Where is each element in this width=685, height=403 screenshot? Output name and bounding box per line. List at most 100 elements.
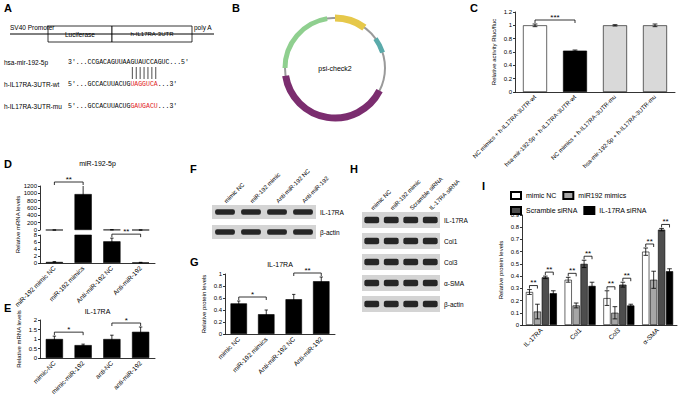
svg-text:miR-192-5p: miR-192-5p <box>79 160 116 168</box>
svg-text:Anti-miR-192: Anti-miR-192 <box>111 264 143 296</box>
svg-text:**: ** <box>123 227 129 236</box>
svg-text:mimic-miR-192: mimic-miR-192 <box>50 359 86 395</box>
svg-text:**: ** <box>608 279 614 288</box>
svg-text:***: *** <box>550 13 559 22</box>
svg-text:Anti-miR-192 NC: Anti-miR-192 NC <box>75 264 115 304</box>
svg-text:...3': ...3' <box>158 103 178 110</box>
svg-text:anti-miR-192: anti-miR-192 <box>112 359 143 390</box>
svg-text:0: 0 <box>34 260 38 266</box>
svg-text:hsa-mir-192-5p: hsa-mir-192-5p <box>4 59 48 67</box>
svg-text:IL-17RA siRNA: IL-17RA siRNA <box>599 207 646 214</box>
svg-text:h-IL17RA-3UTR-mu: h-IL17RA-3UTR-mu <box>4 103 62 110</box>
svg-text:UAGGUCA: UAGGUCA <box>130 81 157 88</box>
svg-text:mimic NC: mimic NC <box>216 335 241 360</box>
svg-text:0: 0 <box>509 89 513 95</box>
svg-text:Anti-miR-192: Anti-miR-192 <box>292 335 324 367</box>
svg-text:1200: 1200 <box>24 183 38 189</box>
svg-text:IL-17RA: IL-17RA <box>267 261 293 268</box>
svg-text:Luciferase: Luciferase <box>65 31 95 38</box>
svg-text:0.3: 0.3 <box>511 285 520 291</box>
svg-text:SV40 Promoter: SV40 Promoter <box>10 24 55 31</box>
svg-text:3'...CCGACAGUUAAGUAUCCAGUC...5: 3'...CCGACAGUUAAGUAUCCAGUC...5' <box>68 59 189 66</box>
svg-text:200: 200 <box>27 220 38 226</box>
svg-text:*: * <box>67 325 70 334</box>
svg-text:F: F <box>190 163 197 175</box>
svg-text:H: H <box>350 163 358 175</box>
svg-text:hsa-mir-192-5p + h-IL17RA-3UTR: hsa-mir-192-5p + h-IL17RA-3UTR-mu <box>582 94 657 169</box>
svg-text:A: A <box>4 2 12 14</box>
svg-text:Relative activity Rluc/fluc: Relative activity Rluc/fluc <box>491 19 497 85</box>
svg-text:Scramble siRNA: Scramble siRNA <box>526 207 578 214</box>
svg-text:poly A: poly A <box>194 24 212 32</box>
svg-text:0.6: 0.6 <box>214 295 223 301</box>
svg-text:5'...GCCACUUACUG: 5'...GCCACUUACUG <box>68 81 131 88</box>
svg-text:IL-17RA: IL-17RA <box>444 217 469 224</box>
svg-text:1.5: 1.5 <box>29 327 38 333</box>
svg-text:Anti-miR-192: Anti-miR-192 <box>301 175 330 204</box>
svg-text:**: ** <box>647 237 653 246</box>
svg-text:β-actin: β-actin <box>320 229 340 237</box>
svg-text:**: ** <box>304 266 310 275</box>
svg-text:2: 2 <box>34 317 38 323</box>
svg-text:1000: 1000 <box>24 190 38 196</box>
svg-text:0.5: 0.5 <box>511 261 520 267</box>
svg-text:5'...GCCACUUACUG: 5'...GCCACUUACUG <box>68 103 131 110</box>
svg-text:1: 1 <box>219 271 223 277</box>
svg-text:mimic NC: mimic NC <box>223 181 246 204</box>
svg-text:α-SMA: α-SMA <box>444 280 465 287</box>
svg-text:**: ** <box>624 271 630 280</box>
svg-text:0.5: 0.5 <box>29 346 38 352</box>
svg-text:0: 0 <box>516 322 520 328</box>
svg-text:Col1: Col1 <box>568 326 583 341</box>
svg-text:Scramble siRNA: Scramble siRNA <box>409 176 444 211</box>
svg-text:h-IL17RA-3UTR-wt: h-IL17RA-3UTR-wt <box>4 81 59 88</box>
svg-text:anti-NC: anti-NC <box>94 359 115 380</box>
svg-text:1: 1 <box>509 22 513 28</box>
svg-text:α-SMA: α-SMA <box>641 326 661 346</box>
svg-text:1.2: 1.2 <box>504 9 513 15</box>
svg-text:IL-17RA: IL-17RA <box>522 326 544 348</box>
svg-text:600: 600 <box>27 205 38 211</box>
svg-text:Relative mRNA levels: Relative mRNA levels <box>15 196 21 254</box>
svg-text:2: 2 <box>34 253 38 259</box>
svg-text:0.8: 0.8 <box>511 224 520 230</box>
svg-text:Col3: Col3 <box>607 326 622 341</box>
svg-text:800: 800 <box>27 198 38 204</box>
svg-text:Relative mRNA levels: Relative mRNA levels <box>16 310 22 368</box>
svg-text:Anti-miR-192 NC: Anti-miR-192 NC <box>257 335 297 375</box>
svg-text:0.2: 0.2 <box>504 76 513 82</box>
svg-text:C: C <box>470 2 478 14</box>
svg-text:D: D <box>4 158 12 170</box>
svg-text:IL-17RA: IL-17RA <box>85 308 111 315</box>
svg-text:*: * <box>251 290 254 299</box>
svg-text:0.2: 0.2 <box>511 298 520 304</box>
svg-text:**: ** <box>546 265 552 274</box>
svg-text:Col3: Col3 <box>444 259 458 266</box>
svg-text:0.2: 0.2 <box>214 319 223 325</box>
svg-text:I: I <box>482 180 485 192</box>
svg-text:E: E <box>4 302 11 314</box>
svg-text:IL-17RA siRNA: IL-17RA siRNA <box>428 178 461 211</box>
svg-text:psi-check2: psi-check2 <box>318 65 352 73</box>
svg-text:0.1: 0.1 <box>511 310 520 316</box>
svg-text:*: * <box>125 316 128 325</box>
svg-text:miR192 mimics: miR192 mimics <box>578 192 626 199</box>
svg-text:4: 4 <box>34 246 38 252</box>
svg-text:Col1: Col1 <box>444 238 458 245</box>
svg-text:0.4: 0.4 <box>504 62 513 68</box>
svg-text:0.6: 0.6 <box>511 249 520 255</box>
svg-text:Relative protein levels: Relative protein levels <box>498 241 504 300</box>
svg-text:**: ** <box>585 249 591 258</box>
svg-text:NC mimics + h-IL17RA-3UTR-mu: NC mimics + h-IL17RA-3UTR-mu <box>550 94 617 161</box>
svg-text:**: ** <box>530 278 536 287</box>
svg-text:0: 0 <box>34 227 38 233</box>
svg-text:B: B <box>232 2 240 14</box>
svg-text:1: 1 <box>34 336 38 342</box>
svg-text:**: ** <box>662 217 668 226</box>
svg-text:mimic-NC: mimic-NC <box>32 359 57 384</box>
svg-text:0: 0 <box>34 355 38 361</box>
svg-text:GAUGACU: GAUGACU <box>130 103 157 110</box>
svg-text:h-IL17RA-3UTR: h-IL17RA-3UTR <box>130 31 174 37</box>
svg-text:hsa-mir-192-5p + h-IL17RA-3UTR: hsa-mir-192-5p + h-IL17RA-3UTR-wt <box>503 94 577 168</box>
svg-text:**: ** <box>569 266 575 275</box>
